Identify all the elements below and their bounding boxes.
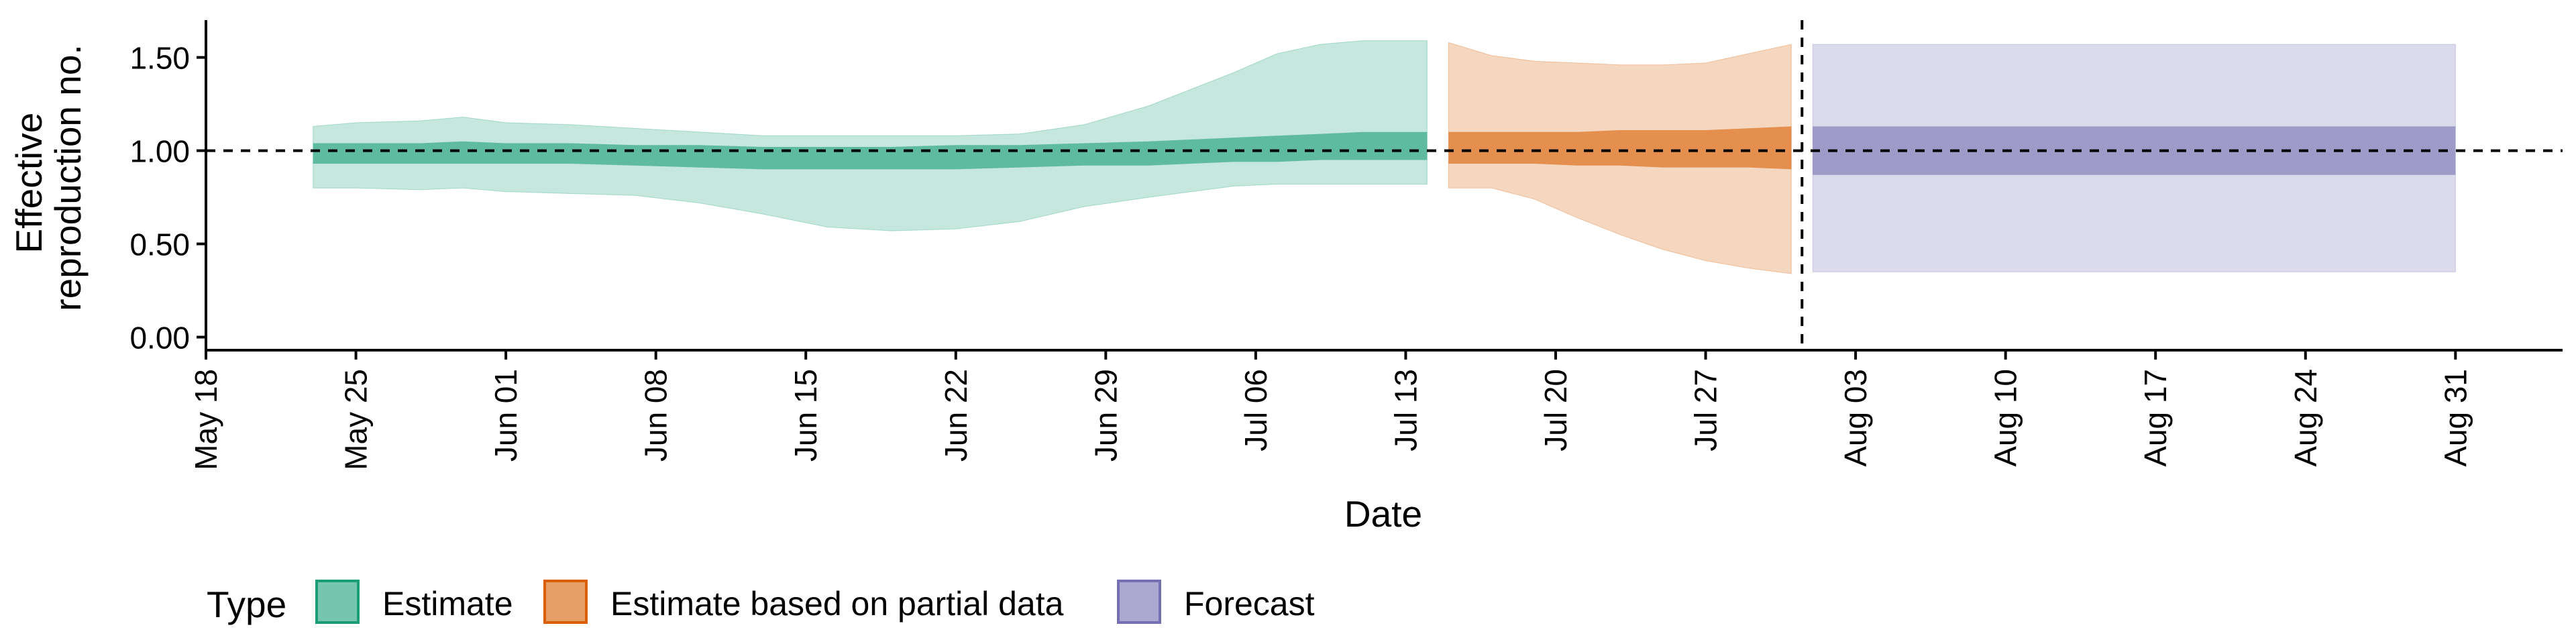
x-tick-label: Jul 13 (1388, 369, 1423, 451)
x-tick-label: Aug 31 (2438, 369, 2473, 467)
legend: Type Estimate Estimate based on partial d… (207, 580, 1315, 625)
legend-label-estimate: Estimate (382, 585, 513, 623)
legend-key-estimate (315, 580, 360, 624)
plot-area (206, 20, 2563, 350)
legend-key-estimate-based-on-partial-data (543, 580, 588, 624)
x-axis-title: Date (1344, 493, 1422, 535)
ribbon-inner-forecast (1813, 126, 2456, 175)
y-tick-label: 0.50 (129, 227, 190, 262)
ribbon-inner-estimate-based-on-partial-data (1448, 126, 1792, 170)
x-tick-label: Jul 06 (1238, 369, 1273, 451)
y-tick-label: 1.50 (129, 41, 190, 76)
y-axis-title-line-1: Effective (8, 113, 50, 254)
x-tick-label: Aug 03 (1838, 369, 1873, 467)
legend-title: Type (207, 584, 286, 625)
y-axis-title-line-2: reproduction no. (47, 44, 89, 311)
x-tick-label: Jun 01 (488, 369, 523, 462)
y-axis-title: Effective reproduction no. (8, 44, 89, 311)
legend-label-estimate-based-on-partial-data: Estimate based on partial data (610, 585, 1064, 623)
x-tick-label: Aug 24 (2288, 369, 2323, 467)
x-tick-label: Jun 08 (639, 369, 674, 462)
axes: 0.00 0.50 1.00 1.50 May 18 May 25 Jun 01 Jun 08… (129, 20, 2563, 470)
x-tick-label: Aug 10 (1988, 369, 2023, 467)
x-tick-label: May 18 (189, 369, 223, 470)
x-tick-label: Jun 22 (938, 369, 973, 462)
x-tick-label: Jun 29 (1088, 369, 1123, 462)
x-tick-label: Jun 15 (788, 369, 823, 462)
x-tick-label: Jul 27 (1688, 369, 1723, 451)
x-tick-label: Jul 20 (1538, 369, 1573, 451)
y-tick-label: 0.00 (129, 321, 190, 356)
y-tick-label: 1.00 (129, 134, 190, 169)
legend-label-forecast: Forecast (1184, 585, 1315, 623)
legend-key-forecast (1117, 580, 1161, 624)
x-tick-label: Aug 17 (2138, 369, 2173, 467)
ribbon-outer-estimate (313, 40, 1428, 231)
x-tick-label: May 25 (339, 369, 374, 470)
